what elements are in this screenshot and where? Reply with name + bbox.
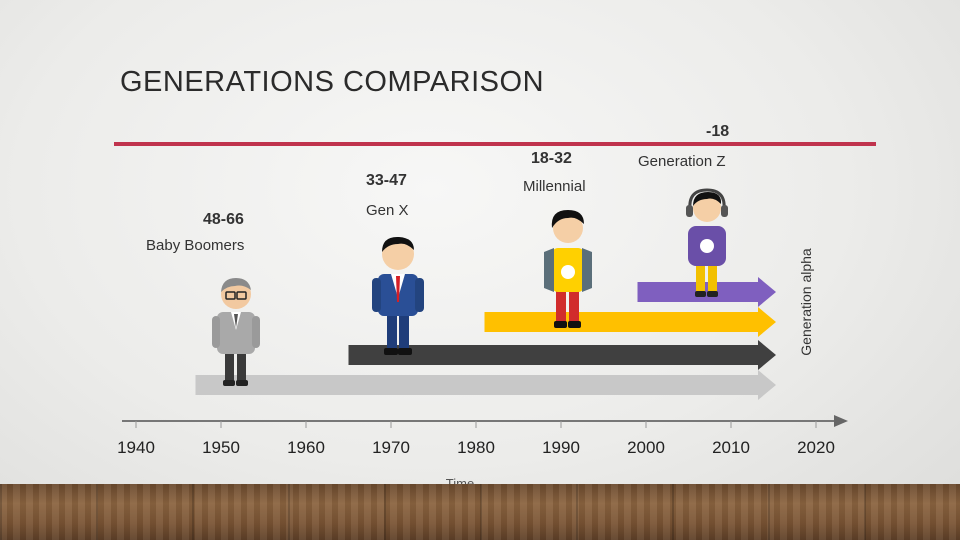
millennial-age-label: 18-32: [531, 150, 572, 167]
year-label: 2020: [797, 438, 835, 457]
year-label: 1970: [372, 438, 410, 457]
year-label: 1990: [542, 438, 580, 457]
year-label: 1940: [117, 438, 155, 457]
arrow-baby-boomers: [195, 370, 776, 400]
year-label: 1980: [457, 438, 495, 457]
year-label: 2000: [627, 438, 665, 457]
baby-boomer-figure: [212, 278, 260, 386]
year-label: 1950: [202, 438, 240, 457]
accent-divider: [114, 142, 876, 146]
millennial-name-label: Millennial: [523, 178, 586, 195]
millennial-figure: [544, 210, 592, 328]
genz-age-label: -18: [706, 123, 730, 140]
gen-x-figure: [372, 236, 424, 355]
genz-name-label: Generation Z: [638, 153, 726, 170]
page-title: GENERATIONS COMPARISON: [120, 66, 545, 98]
year-label: 1960: [287, 438, 325, 457]
genx-age-label: 33-47: [366, 172, 407, 189]
year-label: 2010: [712, 438, 750, 457]
gen-z-figure: [686, 188, 728, 297]
genx-name-label: Gen X: [366, 202, 409, 219]
arrow-gen-x: [348, 340, 776, 370]
arrow-generation-z: [637, 277, 776, 307]
wooden-floor: [0, 484, 960, 540]
boomers-name-label: Baby Boomers: [146, 237, 245, 254]
boomers-age-label: 48-66: [203, 211, 244, 228]
